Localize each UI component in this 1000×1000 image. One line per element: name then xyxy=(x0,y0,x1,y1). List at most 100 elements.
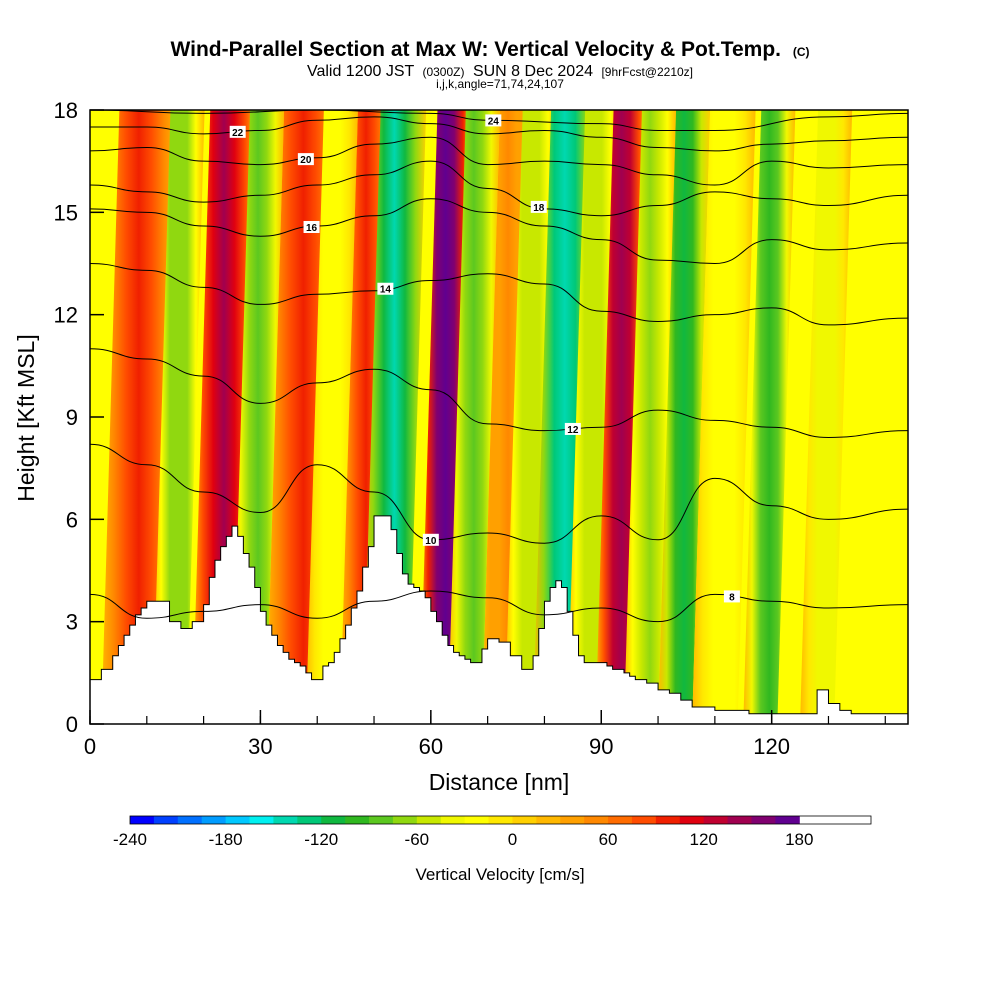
colorbar-swatch xyxy=(536,816,561,824)
velocity-column xyxy=(447,110,500,724)
colorbar-swatch xyxy=(130,816,155,824)
chart-title: Wind-Parallel Section at Max W: Vertical… xyxy=(170,38,809,61)
subtitle-forecast: [9hrFcst@2210z] xyxy=(601,65,693,79)
colorbar-swatch xyxy=(249,816,274,824)
isentrope-label-bg xyxy=(530,200,547,213)
colorbar-swatch xyxy=(345,816,370,824)
isentrope-line xyxy=(90,198,908,265)
colorbar-swatch xyxy=(703,816,729,824)
isentrope-line xyxy=(90,590,908,623)
colorbar-swatch xyxy=(273,816,298,824)
colorbar-tick-label: 0 xyxy=(508,830,517,849)
y-tick-label: 15 xyxy=(54,200,78,225)
isentrope-line xyxy=(90,263,908,326)
colorbar-swatch xyxy=(775,816,800,824)
isentrope-label: 18 xyxy=(533,203,545,214)
colorbar-tick-label: -60 xyxy=(405,830,430,849)
x-tick-label: 60 xyxy=(419,734,443,759)
y-tick-label: 18 xyxy=(54,98,78,123)
isentrope-label: 10 xyxy=(425,536,437,547)
velocity-column xyxy=(595,110,648,724)
colorbar-swatch xyxy=(297,816,322,824)
x-tick-label: 0 xyxy=(84,734,96,759)
velocity-column xyxy=(623,110,677,724)
isentrope-label-bg xyxy=(303,221,320,234)
colorbar-swatch xyxy=(584,816,609,824)
colorbar-swatch xyxy=(201,816,227,824)
colorbar-swatch xyxy=(440,816,466,824)
y-axis: 0 3 6 9 12 15 18 xyxy=(54,98,104,737)
y-tick-label: 0 xyxy=(66,712,78,737)
isentrope-label: 20 xyxy=(300,155,312,166)
isentrope-line xyxy=(90,160,908,217)
isentrope-line xyxy=(90,348,908,438)
colorbar-swatch xyxy=(153,816,179,824)
colorbar-swatch xyxy=(608,816,633,824)
y-tick-label: 9 xyxy=(66,405,78,430)
colorbar-tick-label: -120 xyxy=(304,830,338,849)
velocity-column xyxy=(152,110,205,724)
velocity-column xyxy=(504,110,557,724)
colorbar-swatch xyxy=(369,816,394,824)
isentrope-label: 16 xyxy=(306,223,318,234)
velocity-column xyxy=(658,110,711,724)
colorbar-swatch xyxy=(512,816,537,824)
isentrope-label-bg xyxy=(723,590,740,603)
colorbar-tick-label: -240 xyxy=(113,830,147,849)
colorbar-tick-label: -180 xyxy=(209,830,243,849)
y-tick-label: 3 xyxy=(66,610,78,635)
x-axis: 0 30 60 90 120 xyxy=(84,710,886,759)
colorbar-swatch xyxy=(655,816,681,824)
colorbar: -240 -180 -120 -60 0 60 120 180 xyxy=(113,815,872,849)
colorbar-swatch xyxy=(321,816,346,824)
colorbar-frame xyxy=(129,815,872,825)
colorbar-tick-label: 120 xyxy=(689,830,717,849)
plot-area: 8 10 12 14 16 18 20 22 24 xyxy=(89,109,909,725)
velocity-column xyxy=(800,110,853,724)
colorbar-title: Vertical Velocity [cm/s] xyxy=(415,865,584,884)
colorbar-swatch xyxy=(488,816,513,824)
colorbar-swatch xyxy=(560,816,585,824)
isentropes: 8 10 12 14 16 18 20 22 24 xyxy=(90,110,908,623)
y-tick-label: 12 xyxy=(54,303,78,328)
isentrope-label-bg xyxy=(422,533,439,546)
isentrope-label: 12 xyxy=(567,425,579,436)
colorbar-swatch xyxy=(464,816,490,824)
colorbar-swatch xyxy=(751,816,776,824)
colorbar-swatch xyxy=(177,816,203,824)
isentrope-label-bg xyxy=(297,153,314,166)
y-axis-title: Height [Kft MSL] xyxy=(13,334,39,501)
subtitle-valid: Valid 1200 JST xyxy=(307,63,415,80)
chart-title-mark: (C) xyxy=(793,45,810,59)
isentrope-label: 24 xyxy=(488,116,500,127)
chart-subtitle-indices: i,j,k,angle=71,74,24,107 xyxy=(436,77,564,91)
isentrope-line xyxy=(90,116,908,152)
chart-title-text: Wind-Parallel Section at Max W: Vertical… xyxy=(170,38,781,61)
velocity-column xyxy=(419,110,472,724)
isentrope-label-bg xyxy=(377,282,394,295)
colorbar-swatch xyxy=(392,816,418,824)
colorbar-tick-label: 180 xyxy=(785,830,813,849)
isentrope-label: 14 xyxy=(380,285,392,296)
x-tick-label: 30 xyxy=(248,734,272,759)
isentrope-label: 22 xyxy=(232,128,244,139)
isentrope-line xyxy=(90,110,908,131)
velocity-column xyxy=(567,110,620,724)
colorbar-swatch xyxy=(416,816,442,824)
isentrope-line xyxy=(90,136,908,186)
subtitle-zulu: (0300Z) xyxy=(422,65,464,79)
colorbar-swatch xyxy=(679,816,705,824)
x-axis-title: Distance [nm] xyxy=(429,769,570,795)
colorbar-tick-label: 60 xyxy=(599,830,618,849)
colorbar-swatch xyxy=(727,816,752,824)
subtitle-date: SUN 8 Dec 2024 xyxy=(473,63,593,80)
y-tick-label: 6 xyxy=(66,507,78,532)
isentrope-label-bg xyxy=(564,422,581,435)
colorbar-swatch xyxy=(631,816,657,824)
isentrope-label-bg xyxy=(485,114,502,127)
x-tick-label: 120 xyxy=(753,734,790,759)
velocity-column xyxy=(305,110,358,724)
isentrope-line xyxy=(90,443,908,544)
isentrope-label-bg xyxy=(229,125,246,138)
